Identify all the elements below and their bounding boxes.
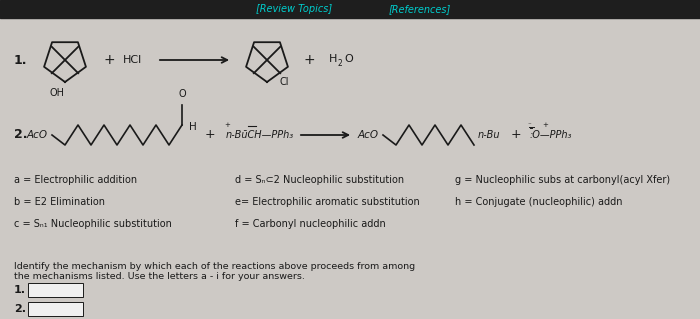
Text: H: H xyxy=(329,54,337,64)
Text: b = E2 Elimination: b = E2 Elimination xyxy=(14,197,105,207)
Text: ⁻: ⁻ xyxy=(528,122,532,128)
Text: f = Carbonyl nucleophilic addn: f = Carbonyl nucleophilic addn xyxy=(235,219,386,229)
Bar xyxy=(0,0,700,18)
Text: c = Sₙ₁ Nucleophilic substitution: c = Sₙ₁ Nucleophilic substitution xyxy=(14,219,172,229)
Text: OH: OH xyxy=(50,88,64,98)
Text: 2.: 2. xyxy=(14,129,27,142)
Text: +: + xyxy=(542,122,548,128)
Text: +: + xyxy=(224,122,230,128)
Text: h = Conjugate (nucleophilic) addn: h = Conjugate (nucleophilic) addn xyxy=(455,197,622,207)
Text: g = Nucleophilic subs at carbonyl(acyl Xfer): g = Nucleophilic subs at carbonyl(acyl X… xyxy=(455,175,670,185)
Bar xyxy=(28,283,83,297)
Text: Cl: Cl xyxy=(279,77,288,87)
Text: n-BūCH—PPh₃: n-BūCH—PPh₃ xyxy=(226,130,294,140)
Text: O: O xyxy=(178,89,186,99)
Text: :O—PPh₃: :O—PPh₃ xyxy=(530,130,573,140)
Text: +: + xyxy=(511,129,522,142)
Text: H: H xyxy=(189,122,197,132)
Text: AcO: AcO xyxy=(358,130,379,140)
Text: HCl: HCl xyxy=(122,55,141,65)
Text: +: + xyxy=(204,129,216,142)
Text: [Review Topics]: [Review Topics] xyxy=(256,4,332,14)
Text: 1.: 1. xyxy=(14,285,26,295)
Text: +: + xyxy=(103,53,115,67)
Text: AcO: AcO xyxy=(27,130,48,140)
Text: O: O xyxy=(344,54,353,64)
Text: Identify the mechanism by which each of the reactions above proceeds from among
: Identify the mechanism by which each of … xyxy=(14,262,415,281)
Text: [References]: [References] xyxy=(389,4,451,14)
Text: +: + xyxy=(303,53,315,67)
Text: 2.: 2. xyxy=(14,304,26,314)
Text: 2: 2 xyxy=(338,58,343,68)
Text: a = Electrophilic addition: a = Electrophilic addition xyxy=(14,175,137,185)
Text: e= Electrophilic aromatic substitution: e= Electrophilic aromatic substitution xyxy=(235,197,420,207)
Text: 1.: 1. xyxy=(14,54,27,66)
Text: n-Bu: n-Bu xyxy=(478,130,500,140)
Text: d = Sₙ⊂2 Nucleophilic substitution: d = Sₙ⊂2 Nucleophilic substitution xyxy=(235,175,404,185)
Bar xyxy=(28,302,83,316)
